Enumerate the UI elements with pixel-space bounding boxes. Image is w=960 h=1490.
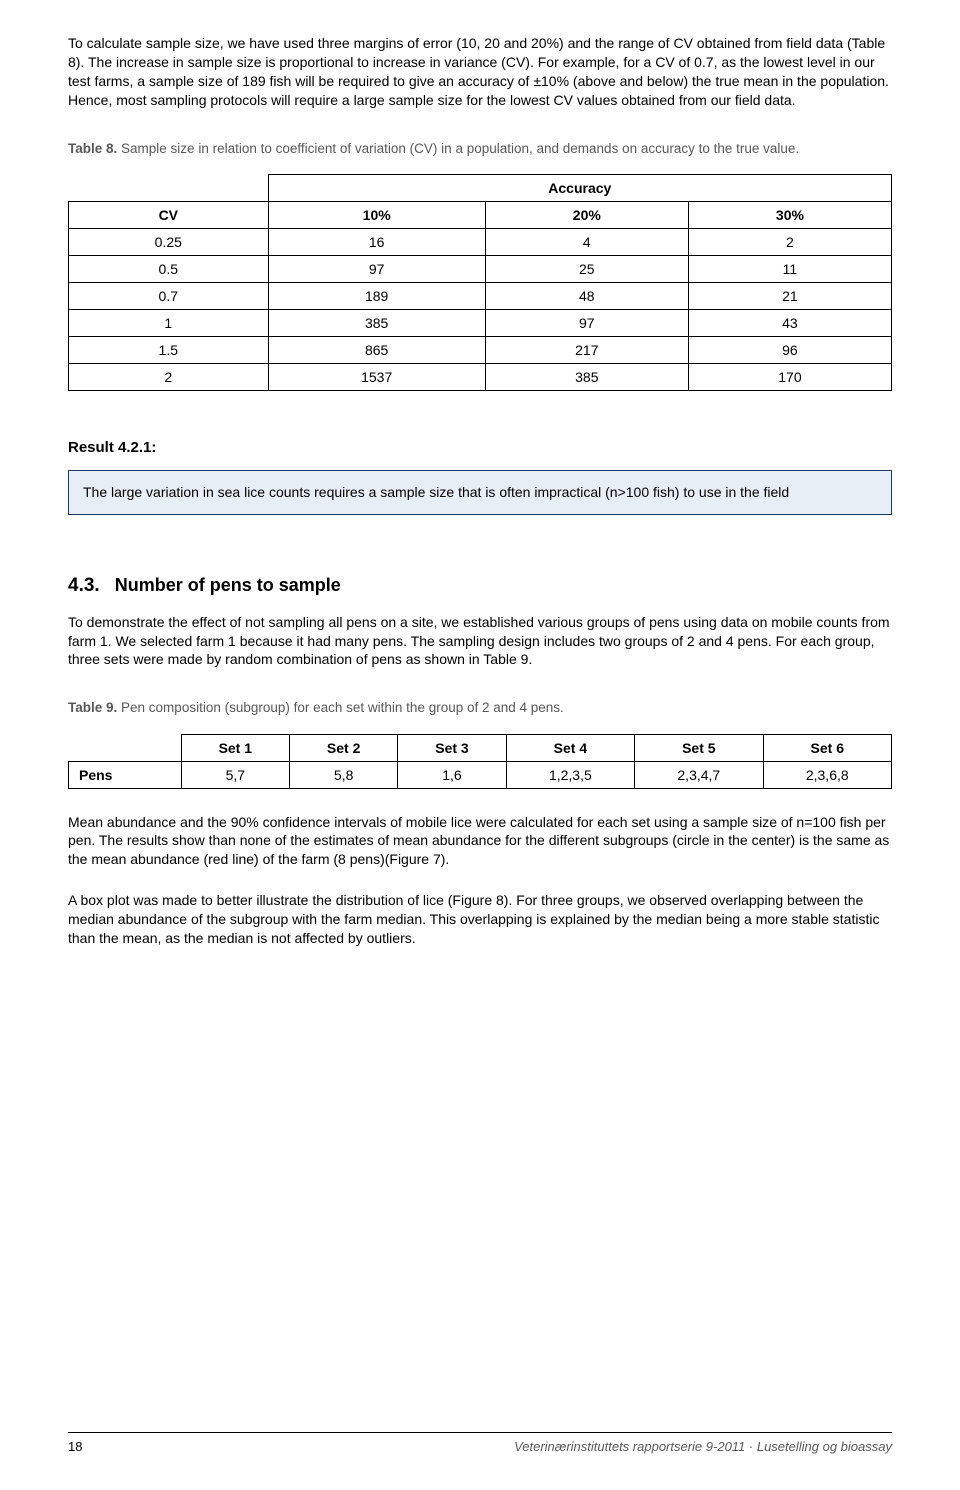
table9-col-header: Set 3 [398, 734, 506, 761]
table9-caption-text: Pen composition (subgroup) for each set … [117, 700, 564, 715]
table8-value-cell: 217 [485, 336, 688, 363]
table9-col-header: Set 5 [635, 734, 763, 761]
table8-cv-cell: 0.7 [69, 282, 269, 309]
table8-cv-cell: 1.5 [69, 336, 269, 363]
paragraph-after-table9-1: Mean abundance and the 90% confidence in… [68, 813, 892, 870]
table8-value-cell: 1537 [268, 363, 485, 390]
section-number: 4.3. [68, 575, 100, 596]
table8-col-header: 30% [688, 201, 891, 228]
table-row: 1.586521796 [69, 336, 892, 363]
table9-value-cell: 2,3,4,7 [635, 761, 763, 788]
table8-value-cell: 48 [485, 282, 688, 309]
table8-value-cell: 170 [688, 363, 891, 390]
table8-value-cell: 4 [485, 228, 688, 255]
footer-text: Veterinærinstituttets rapportserie 9-201… [514, 1439, 892, 1454]
table8-blank-cell [69, 174, 269, 201]
table9-caption-label: Table 9. [68, 700, 117, 715]
table8-value-cell: 385 [485, 363, 688, 390]
intro-paragraph: To calculate sample size, we have used t… [68, 34, 892, 110]
table-row: 0.251642 [69, 228, 892, 255]
table8-caption: Table 8. Sample size in relation to coef… [68, 140, 892, 158]
page-footer: 18 Veterinærinstituttets rapportserie 9-… [68, 1432, 892, 1454]
table8-value-cell: 11 [688, 255, 891, 282]
table9-row-label: Pens [69, 761, 182, 788]
table-row: 0.71894821 [69, 282, 892, 309]
table9-blank-cell [69, 734, 182, 761]
table8-cv-header: CV [69, 201, 269, 228]
table9: Set 1Set 2Set 3Set 4Set 5Set 6 Pens 5,75… [68, 734, 892, 789]
table-row: 21537385170 [69, 363, 892, 390]
table9-value-cell: 1,6 [398, 761, 506, 788]
section-title: Number of pens to sample [115, 575, 341, 595]
table8-col-header: 10% [268, 201, 485, 228]
table8: Accuracy CV 10% 20% 30% 0.2516420.597251… [68, 174, 892, 391]
table9-col-header: Set 6 [763, 734, 891, 761]
table-row: 0.5972511 [69, 255, 892, 282]
table9-value-cell: 1,2,3,5 [506, 761, 634, 788]
table8-value-cell: 97 [485, 309, 688, 336]
table8-cv-cell: 1 [69, 309, 269, 336]
table8-accuracy-header: Accuracy [268, 174, 891, 201]
table8-caption-label: Table 8. [68, 141, 117, 156]
table8-value-cell: 96 [688, 336, 891, 363]
table8-cv-cell: 0.5 [69, 255, 269, 282]
page-number: 18 [68, 1439, 82, 1454]
table8-cv-cell: 0.25 [69, 228, 269, 255]
table9-col-header: Set 2 [289, 734, 397, 761]
table8-value-cell: 43 [688, 309, 891, 336]
table8-value-cell: 25 [485, 255, 688, 282]
table8-value-cell: 16 [268, 228, 485, 255]
table8-value-cell: 865 [268, 336, 485, 363]
table-row: 13859743 [69, 309, 892, 336]
section-4-3-paragraph: To demonstrate the effect of not samplin… [68, 613, 892, 670]
table9-value-cell: 5,7 [181, 761, 289, 788]
result-label: Result 4.2.1: [68, 439, 892, 456]
section-4-3-heading: 4.3. Number of pens to sample [68, 575, 892, 597]
table9-caption: Table 9. Pen composition (subgroup) for … [68, 699, 892, 717]
table8-caption-text: Sample size in relation to coefficient o… [117, 141, 799, 156]
result-box: The large variation in sea lice counts r… [68, 470, 892, 515]
table8-cv-cell: 2 [69, 363, 269, 390]
table9-col-header: Set 4 [506, 734, 634, 761]
table8-value-cell: 385 [268, 309, 485, 336]
table8-col-header: 20% [485, 201, 688, 228]
table8-value-cell: 97 [268, 255, 485, 282]
table8-value-cell: 189 [268, 282, 485, 309]
table8-value-cell: 21 [688, 282, 891, 309]
table9-col-header: Set 1 [181, 734, 289, 761]
paragraph-after-table9-2: A box plot was made to better illustrate… [68, 891, 892, 948]
table9-value-cell: 2,3,6,8 [763, 761, 891, 788]
table9-value-cell: 5,8 [289, 761, 397, 788]
table8-value-cell: 2 [688, 228, 891, 255]
